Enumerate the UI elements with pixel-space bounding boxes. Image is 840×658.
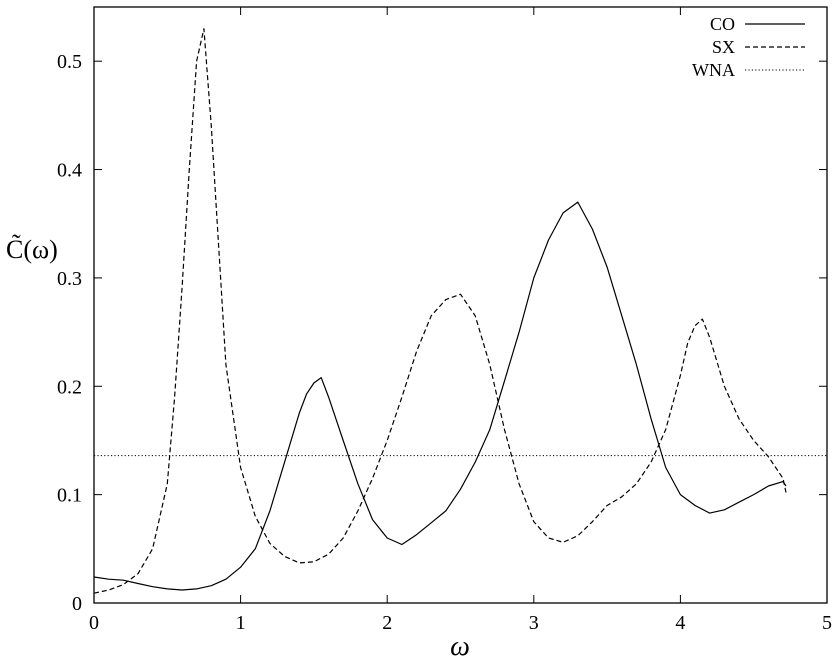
y-tick-label: 0 — [72, 593, 82, 615]
x-tick-label: 0 — [89, 612, 99, 634]
series-line-sx — [93, 28, 787, 594]
y-tick-label: 0.5 — [57, 51, 82, 73]
series-layer — [93, 28, 827, 594]
y-tick-label: 0.3 — [57, 268, 82, 290]
legend-label-wna: WNA — [692, 60, 735, 80]
plot-frame — [93, 6, 828, 604]
legend-label-sx: SX — [712, 37, 735, 57]
x-tick-label: 3 — [529, 612, 539, 634]
ticks-layer: 0 1 2 3 4 5 0 0.1 0.2 0.3 0.4 0.5 — [57, 7, 832, 634]
y-tick-label: 0.1 — [57, 485, 82, 507]
y-tick-label: 0.4 — [57, 160, 82, 182]
x-tick-label: 4 — [675, 612, 685, 634]
y-tick-label: 0.2 — [57, 376, 82, 398]
x-tick-label: 1 — [236, 612, 246, 634]
x-axis-label: ω — [450, 631, 470, 658]
x-tick-label: 2 — [382, 612, 392, 634]
y-axis-label: C̃(ω) — [6, 235, 58, 264]
legend-label-co: CO — [710, 14, 735, 34]
x-tick-label: 5 — [822, 612, 832, 634]
legend: CO SX WNA — [692, 14, 805, 80]
series-line-co — [93, 201, 787, 591]
